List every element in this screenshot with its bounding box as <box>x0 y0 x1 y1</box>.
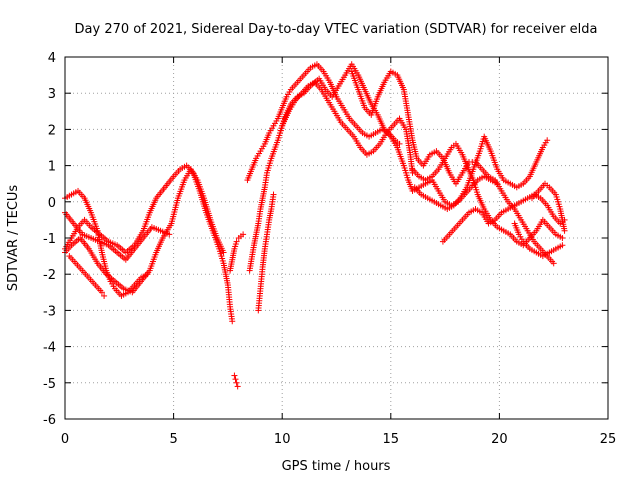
x-axis-label: GPS time / hours <box>282 459 391 474</box>
x-tick-label: 0 <box>61 432 69 447</box>
data-point <box>550 260 557 267</box>
x-tick-labels: 0 5 10 15 20 25 <box>61 432 616 447</box>
y-tick-label: 1 <box>48 160 56 175</box>
data-point <box>561 227 568 234</box>
y-tick-label: 4 <box>48 51 56 66</box>
data-point <box>231 372 238 379</box>
data-point <box>234 383 241 390</box>
data-point <box>232 376 239 383</box>
x-tick-label: 20 <box>491 432 508 447</box>
data-point <box>166 231 173 238</box>
data-point <box>98 289 105 296</box>
x-tick-label: 15 <box>383 432 400 447</box>
data-point <box>270 191 277 198</box>
y-axis-label: SDTVAR / TECUs <box>6 185 21 292</box>
data-point <box>101 292 108 299</box>
y-tick-label: 0 <box>48 196 56 211</box>
x-tick-label: 5 <box>169 432 177 447</box>
data-point <box>233 238 240 245</box>
data-point <box>229 318 236 325</box>
grid <box>65 57 608 419</box>
y-tick-label: 2 <box>48 123 56 138</box>
y-tick-label: -4 <box>43 341 56 356</box>
y-tick-label: -1 <box>43 232 56 247</box>
y-tick-label: -2 <box>43 268 56 283</box>
data-point <box>233 379 240 386</box>
data-point <box>544 137 551 144</box>
x-tick-label: 10 <box>274 432 291 447</box>
y-tick-label: -3 <box>43 304 56 319</box>
chart-title: Day 270 of 2021, Sidereal Day-to-day VTE… <box>75 22 598 37</box>
x-tick-label: 25 <box>600 432 617 447</box>
axis-ticks <box>64 56 609 420</box>
data-point <box>144 271 151 278</box>
data-points <box>62 61 568 390</box>
y-tick-label: -5 <box>43 377 56 392</box>
y-tick-label: 3 <box>48 87 56 102</box>
data-point <box>559 235 566 241</box>
data-point <box>220 249 227 256</box>
data-point <box>396 140 403 147</box>
data-point <box>559 242 566 249</box>
y-tick-labels: -6 -5 -4 -3 -2 -1 0 1 2 3 4 <box>43 51 56 428</box>
y-tick-label: -6 <box>43 413 56 428</box>
data-point <box>240 231 247 238</box>
